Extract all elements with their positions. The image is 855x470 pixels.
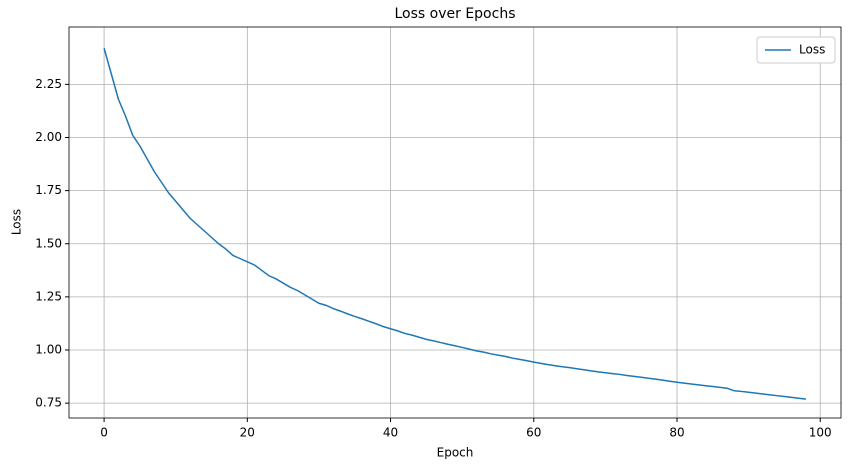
chart-title: Loss over Epochs xyxy=(395,6,516,22)
y-tick-label: 2.00 xyxy=(35,130,62,144)
x-tick-label: 40 xyxy=(383,426,398,440)
y-tick-label: 1.75 xyxy=(35,183,62,197)
y-axis-label: Loss xyxy=(10,209,24,235)
x-tick-label: 20 xyxy=(240,426,255,440)
x-axis-label: Epoch xyxy=(437,446,474,460)
x-tick-label: 60 xyxy=(526,426,541,440)
y-tick-label: 1.50 xyxy=(35,236,62,250)
y-tick-label: 1.00 xyxy=(35,343,62,357)
y-tick-label: 2.25 xyxy=(35,77,62,91)
y-tick-label: 0.75 xyxy=(35,396,62,410)
line-series xyxy=(103,48,806,400)
legend-box xyxy=(756,36,836,64)
x-tick-label: 100 xyxy=(809,426,832,440)
legend-label: Loss xyxy=(799,43,825,57)
y-tick-label: 1.25 xyxy=(35,289,62,303)
x-tick-label: 0 xyxy=(100,426,108,440)
x-tick-label: 80 xyxy=(669,426,684,440)
plot-frame xyxy=(68,26,842,419)
